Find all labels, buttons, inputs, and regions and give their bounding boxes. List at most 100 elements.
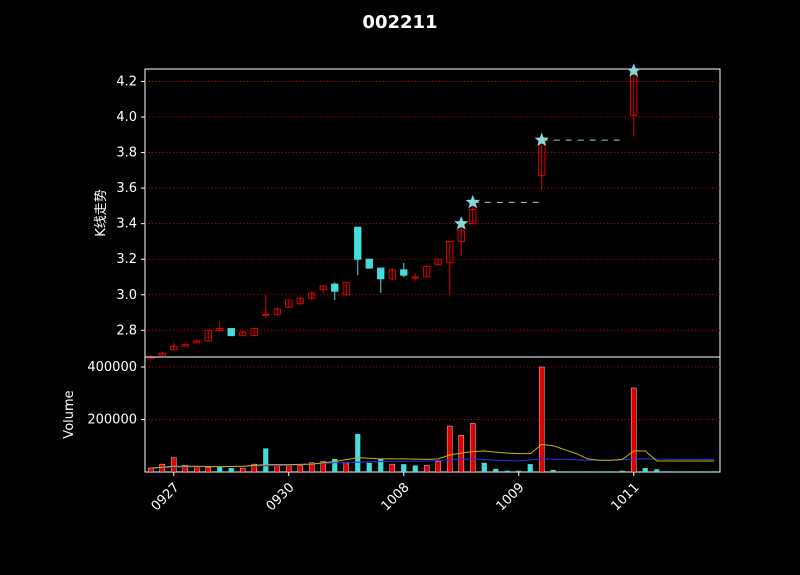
volume-bar bbox=[585, 471, 591, 472]
candle-body bbox=[411, 276, 419, 279]
volume-bar bbox=[205, 467, 212, 473]
price-tick-label: 3.0 bbox=[116, 288, 137, 303]
candle-body bbox=[469, 208, 477, 225]
candle-body bbox=[446, 240, 454, 264]
candle-body bbox=[457, 230, 465, 242]
volume-bar bbox=[217, 466, 223, 472]
volume-bar bbox=[619, 470, 625, 472]
candle-body bbox=[388, 269, 396, 280]
volume-bar bbox=[274, 465, 281, 473]
candle-body bbox=[296, 297, 304, 305]
volume-bar bbox=[228, 468, 234, 472]
price-axis-label: K线走势 bbox=[93, 189, 109, 237]
x-tick-label: 0930 bbox=[264, 480, 298, 514]
price-tick-label: 4.0 bbox=[116, 110, 137, 125]
volume-bar bbox=[493, 468, 499, 472]
volume-bar bbox=[389, 463, 396, 473]
volume-bar bbox=[516, 470, 522, 472]
volume-bar bbox=[343, 462, 350, 473]
signal-star-marker bbox=[465, 194, 480, 209]
candle-body bbox=[204, 329, 212, 342]
volume-bar bbox=[366, 462, 372, 472]
volume-bar bbox=[147, 467, 154, 473]
candle-body bbox=[227, 328, 235, 337]
candle-body bbox=[273, 308, 281, 315]
x-tick-label: 0927 bbox=[149, 480, 183, 514]
volume-bar bbox=[332, 458, 338, 472]
volume-bar bbox=[538, 366, 545, 473]
volume-bar bbox=[170, 457, 177, 473]
volume-bar bbox=[654, 469, 660, 472]
volume-bar bbox=[608, 471, 614, 472]
volume-bar bbox=[642, 468, 648, 472]
x-tick-label: 1008 bbox=[379, 480, 413, 514]
volume-bar bbox=[285, 465, 292, 473]
volume-bar bbox=[469, 423, 476, 473]
volume-bar bbox=[308, 462, 315, 473]
candle-body bbox=[365, 258, 373, 269]
candle-body bbox=[181, 344, 189, 347]
volume-ma-yellow-line bbox=[150, 443, 715, 469]
candle-body bbox=[262, 313, 270, 316]
volume-bar bbox=[677, 471, 683, 472]
volume-bar bbox=[412, 465, 418, 472]
candle-body bbox=[193, 340, 201, 344]
candle-body bbox=[285, 299, 293, 308]
candle-body bbox=[308, 292, 316, 299]
volume-tick-label: 400000 bbox=[87, 360, 137, 375]
volume-bar bbox=[527, 464, 533, 472]
chart-title: 002211 bbox=[362, 12, 437, 33]
candle-body bbox=[170, 345, 178, 351]
price-tick-label: 3.4 bbox=[116, 217, 137, 232]
candle-body bbox=[250, 328, 258, 337]
volume-bar bbox=[711, 471, 717, 472]
volume-ma-blue-line bbox=[150, 458, 715, 469]
candle-body bbox=[400, 269, 408, 276]
volume-axis-label: Volume bbox=[62, 390, 77, 438]
candle-body bbox=[434, 258, 442, 266]
volume-bar bbox=[251, 463, 258, 473]
candle-body bbox=[377, 267, 385, 280]
volume-bar bbox=[481, 462, 487, 472]
volume-bar bbox=[665, 471, 671, 472]
volume-bar bbox=[182, 465, 189, 473]
volume-bar bbox=[355, 433, 361, 472]
price-tick-label: 4.2 bbox=[116, 74, 137, 89]
x-tick-label: 1011 bbox=[609, 480, 643, 514]
price-tick-label: 3.2 bbox=[116, 252, 137, 267]
price-tick-label: 2.8 bbox=[116, 323, 137, 338]
volume-bar bbox=[573, 471, 579, 472]
volume-bar bbox=[193, 466, 200, 473]
candle-body bbox=[342, 281, 350, 296]
candle-body bbox=[319, 285, 327, 290]
price-panel: 2.8 3.0 3.2 3.4 3.6 3.8 4.0 4.2 K线走势 bbox=[93, 63, 721, 360]
volume-bar bbox=[562, 471, 568, 472]
volume-bar bbox=[504, 470, 510, 472]
candle-body bbox=[423, 265, 431, 278]
volume-bar bbox=[239, 467, 246, 473]
volume-bar bbox=[320, 461, 327, 473]
volume-bar bbox=[700, 471, 706, 472]
candle-body bbox=[331, 283, 339, 292]
volume-tick-label: 200000 bbox=[87, 413, 137, 428]
volume-bar bbox=[435, 461, 442, 473]
candle-body bbox=[354, 226, 362, 260]
price-tick-label: 3.6 bbox=[116, 181, 137, 196]
volume-bar bbox=[378, 458, 384, 472]
volume-bar bbox=[297, 465, 304, 473]
signal-star-marker bbox=[626, 63, 641, 77]
candle-body bbox=[216, 328, 224, 331]
volume-bar bbox=[596, 471, 602, 472]
volume-bar bbox=[263, 448, 269, 472]
x-tick-label: 1009 bbox=[494, 480, 528, 514]
volume-bar bbox=[550, 469, 556, 472]
volume-bar bbox=[446, 425, 453, 473]
price-tick-label: 3.8 bbox=[116, 146, 137, 161]
candle-body bbox=[158, 352, 166, 356]
signal-star-marker bbox=[454, 216, 469, 230]
signal-star-marker bbox=[534, 132, 549, 147]
volume-bar bbox=[423, 465, 430, 473]
volume-panel: 200000 400000 Volume 0927 0930 1008 1009 1011 bbox=[62, 356, 721, 514]
candle-body bbox=[239, 331, 247, 337]
